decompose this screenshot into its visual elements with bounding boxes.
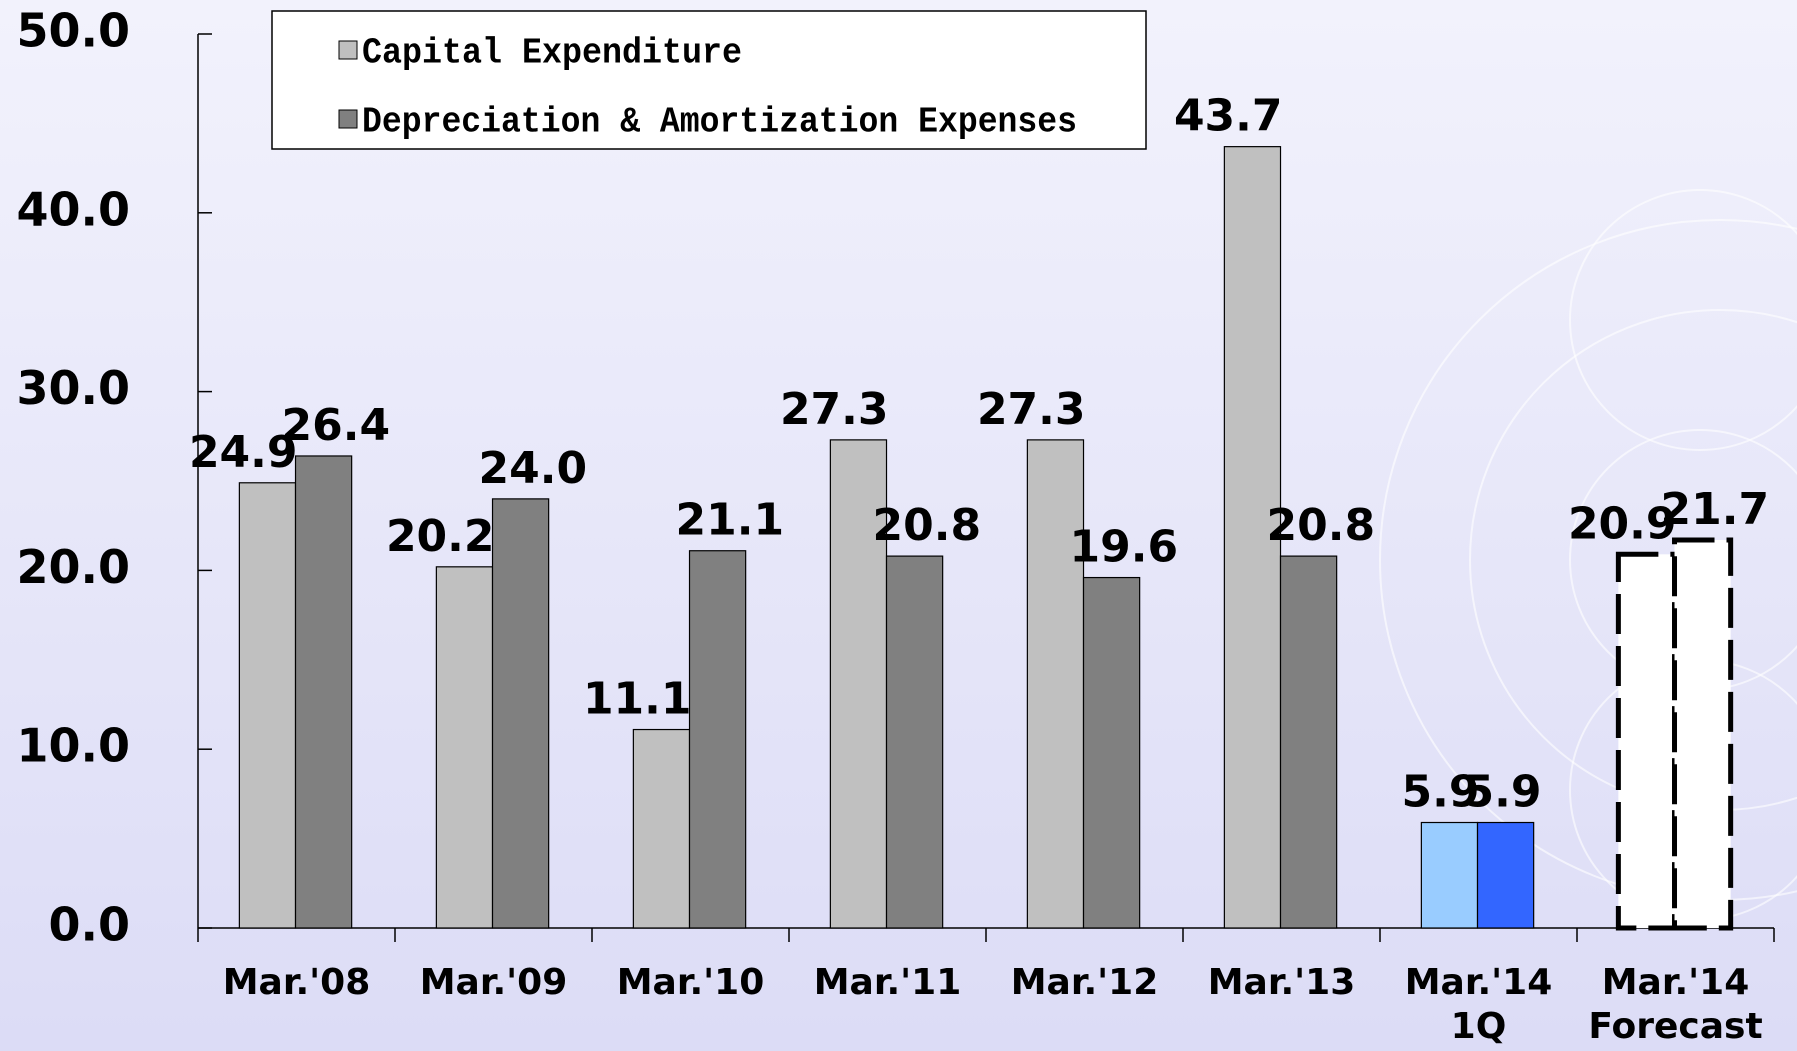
x-tick-label: Mar.'08	[223, 962, 371, 1003]
value-label: 19.6	[1070, 522, 1179, 573]
bar	[885, 555, 944, 929]
value-label: 27.3	[977, 384, 1086, 435]
x-tick-label: Mar.'11	[814, 962, 962, 1003]
value-label: 43.7	[1174, 91, 1283, 142]
bar	[435, 566, 494, 929]
value-label: 20.8	[873, 500, 982, 551]
y-tick-label: 50.0	[17, 4, 131, 58]
legend-label: Depreciation & Amortization Expenses	[362, 102, 1077, 143]
value-label: 26.4	[282, 400, 391, 451]
value-label: 5.9	[1464, 767, 1542, 818]
value-label: 20.8	[1267, 500, 1376, 551]
y-tick-label: 40.0	[17, 182, 131, 236]
value-label: 5.9	[1402, 767, 1480, 818]
x-tick-label: Mar.'10	[617, 962, 765, 1003]
bar	[688, 550, 747, 929]
x-tick-label: Mar.'12	[1011, 962, 1159, 1003]
x-tick-label: Mar.'14	[1405, 962, 1553, 1003]
value-label: 11.1	[583, 674, 692, 725]
x-tick-label: Forecast	[1588, 1006, 1762, 1047]
bar	[491, 498, 550, 929]
legend-label: Capital Expenditure	[362, 33, 742, 74]
bar	[1082, 576, 1141, 929]
y-tick-label: 10.0	[17, 719, 131, 773]
bar	[829, 439, 888, 929]
value-label: 21.7	[1661, 484, 1770, 535]
y-tick-label: 0.0	[49, 898, 131, 952]
bar	[294, 455, 353, 929]
legend-swatch	[338, 40, 358, 60]
bar	[1223, 146, 1282, 929]
x-tick-label: Mar.'09	[420, 962, 568, 1003]
x-tick-label: Mar.'13	[1208, 962, 1356, 1003]
x-tick-label: Mar.'14	[1602, 962, 1750, 1003]
legend-box	[271, 10, 1147, 150]
value-label: 27.3	[780, 384, 889, 435]
value-label: 20.2	[386, 511, 495, 562]
bar	[1615, 551, 1678, 931]
value-label: 24.9	[189, 427, 298, 478]
bar	[238, 482, 297, 929]
y-tick-label: 30.0	[17, 361, 131, 415]
value-label: 21.1	[676, 495, 785, 546]
bar	[1420, 821, 1479, 929]
bar	[1026, 439, 1085, 929]
x-tick-label: 1Q	[1451, 1006, 1507, 1047]
bar	[1476, 821, 1535, 929]
value-label: 20.9	[1568, 498, 1677, 549]
bar	[1279, 555, 1338, 929]
bar	[632, 728, 691, 929]
legend-swatch	[338, 109, 358, 129]
bar	[1672, 537, 1734, 931]
y-tick-label: 20.0	[17, 540, 131, 594]
value-label: 24.0	[479, 443, 588, 494]
